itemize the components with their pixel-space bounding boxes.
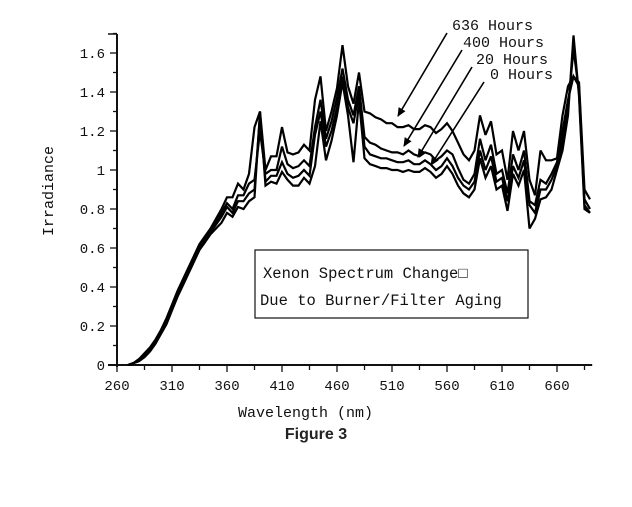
y-tick-label: 0.6 xyxy=(80,242,105,258)
legend-arrow-icon xyxy=(430,81,485,166)
y-tick-label: 1 xyxy=(97,164,105,180)
x-tick-label: 310 xyxy=(159,379,184,395)
x-tick-label: 360 xyxy=(214,379,239,395)
x-tick-label: 560 xyxy=(434,379,459,395)
annotation-line-1: Xenon Spectrum Change□ xyxy=(263,265,468,283)
y-tick-label: 0.8 xyxy=(80,203,105,219)
y-tick-label: 1.2 xyxy=(80,125,105,141)
axes: 0 0.2 0.4 0.6 0.8 1 1.2 1.4 1.6 260 310 360 410 460 51… xyxy=(80,32,593,395)
x-tick-label: 410 xyxy=(269,379,294,395)
data-series xyxy=(127,35,591,367)
legend-arrow-icon xyxy=(397,32,448,117)
x-tick-label: 460 xyxy=(324,379,349,395)
x-tick-label: 260 xyxy=(104,379,129,395)
x-tick-label: 610 xyxy=(489,379,514,395)
series-line-0-hours xyxy=(127,35,591,367)
y-tick-label: 0.4 xyxy=(80,281,105,297)
x-axis-label: Wavelength (nm) xyxy=(238,405,373,422)
annotation-box: Xenon Spectrum Change□ Due to Burner/Fil… xyxy=(254,249,529,319)
figure-caption: Figure 3 xyxy=(284,426,348,443)
legend-label: 636 Hours xyxy=(452,18,533,35)
legend-label: 400 Hours xyxy=(463,35,544,52)
y-axis-label: Irradiance xyxy=(41,146,58,236)
y-tick-label: 1.6 xyxy=(80,47,105,63)
x-tick-label: 660 xyxy=(544,379,569,395)
series-line-400-hours xyxy=(127,68,591,367)
legend-arrow-icon xyxy=(403,49,463,147)
legend-arrow-icon xyxy=(417,66,473,158)
y-tick-label: 1.4 xyxy=(80,86,105,102)
annotation-line-2: Due to Burner/Filter Aging xyxy=(260,292,502,310)
y-tick-label: 0.2 xyxy=(80,320,105,336)
series-line-20-hours xyxy=(127,48,591,367)
legend-label: 20 Hours xyxy=(476,52,548,69)
y-tick-label: 0 xyxy=(97,359,105,375)
x-tick-label: 510 xyxy=(379,379,404,395)
annotation-box-frame xyxy=(254,249,529,319)
series-line-636-hours xyxy=(127,45,591,367)
legend-label: 0 Hours xyxy=(490,67,553,84)
